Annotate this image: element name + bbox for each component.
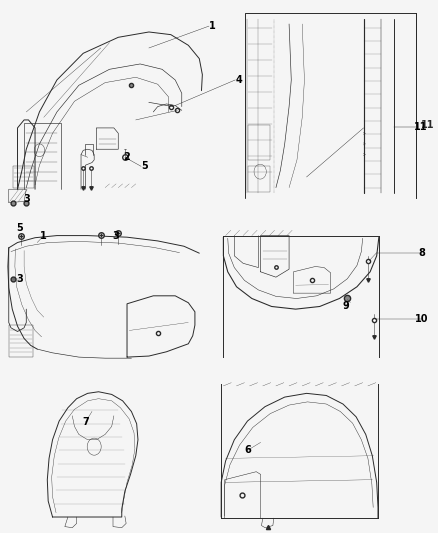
Text: 3: 3 xyxy=(16,274,23,284)
Bar xyxy=(248,166,270,192)
Text: 4: 4 xyxy=(235,75,242,85)
Text: 3: 3 xyxy=(23,194,30,204)
Text: 9: 9 xyxy=(343,302,350,311)
Text: 3: 3 xyxy=(113,231,120,240)
Bar xyxy=(9,325,33,357)
Text: 10: 10 xyxy=(415,314,428,324)
Text: 5: 5 xyxy=(141,161,148,171)
Text: 6: 6 xyxy=(244,446,251,455)
Text: 8: 8 xyxy=(418,248,425,257)
Bar xyxy=(13,166,34,188)
Text: 1: 1 xyxy=(40,231,47,240)
Text: 7: 7 xyxy=(82,417,89,427)
Text: 11: 11 xyxy=(414,122,427,132)
Text: 2: 2 xyxy=(124,152,131,162)
Text: 11: 11 xyxy=(421,120,434,130)
Text: 5: 5 xyxy=(16,223,23,233)
Bar xyxy=(248,125,270,160)
Text: 1: 1 xyxy=(209,21,216,31)
